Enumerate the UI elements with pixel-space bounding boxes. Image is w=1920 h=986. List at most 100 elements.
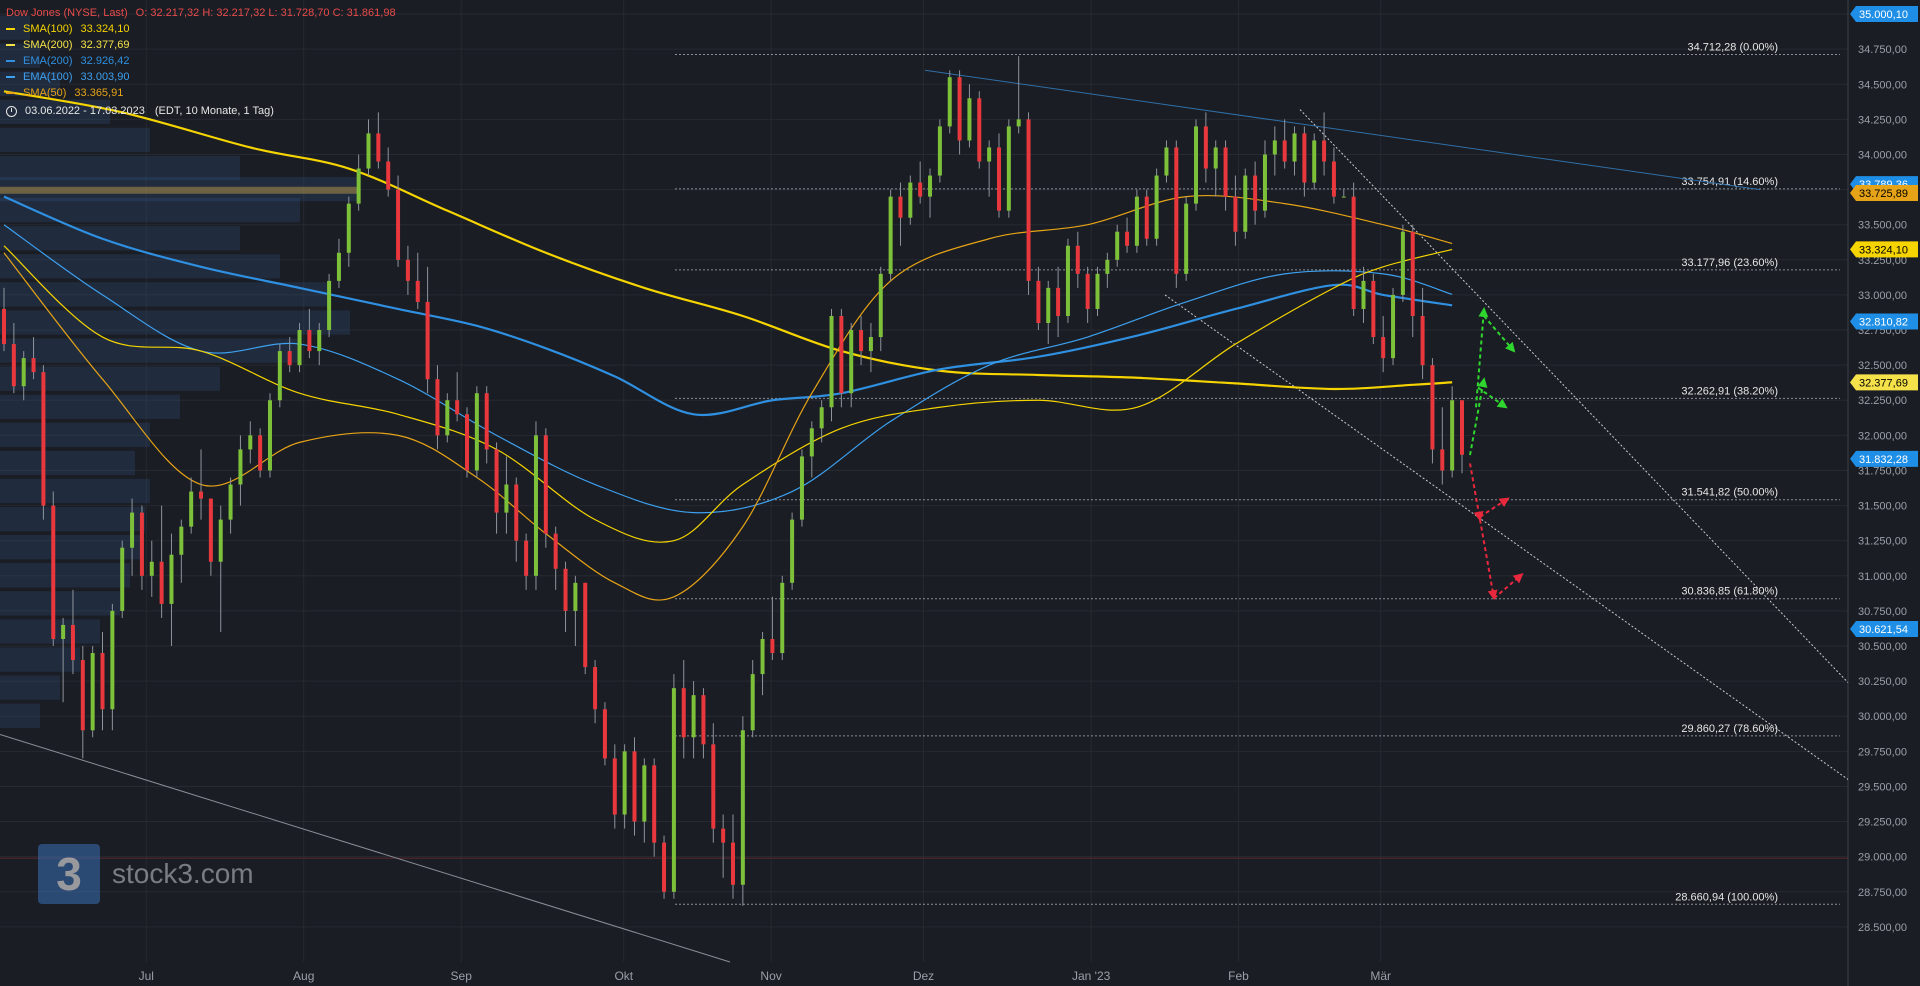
candle	[1371, 280, 1376, 338]
candle	[533, 435, 538, 576]
candle	[1203, 126, 1208, 169]
y-tick-label: 31.000,00	[1858, 571, 1907, 583]
x-tick-label: Dez	[913, 969, 934, 983]
period-detail: (EDT, 10 Monate, 1 Tag)	[154, 105, 274, 117]
candle	[21, 358, 26, 387]
channel-line-inner	[1164, 294, 1849, 780]
candle	[691, 695, 696, 738]
volume-profile-bar	[0, 338, 300, 363]
channel-line-outer	[1299, 109, 1849, 683]
y-tick-label: 33.000,00	[1858, 290, 1907, 302]
logo-mark: 3	[38, 844, 100, 904]
candle	[80, 660, 85, 731]
volume-profile-bar	[0, 155, 240, 181]
candle	[1253, 175, 1258, 211]
candle	[898, 196, 903, 218]
candle	[632, 751, 637, 822]
volume-profile-bar	[0, 226, 240, 251]
x-tick-label: Nov	[760, 969, 781, 983]
volume-profile-bar	[0, 506, 145, 532]
legend-row-sma100[interactable]: SMA(100) 33.324,10	[6, 21, 396, 37]
fibonacci-levels: 34.712,28 (0.00%) 33.754,91 (14.60%) 33.17…	[675, 41, 1840, 905]
trendline-upper	[924, 69, 1761, 191]
candle	[297, 330, 302, 366]
candle	[1331, 161, 1336, 197]
arrow-green-down-2	[1477, 386, 1508, 409]
candle	[967, 98, 972, 141]
x-tick-label: Aug	[293, 969, 314, 983]
fib-level-label: 29.860,27 (78.60%)	[1681, 723, 1778, 735]
candle	[189, 491, 194, 527]
candle	[760, 638, 765, 675]
candle	[524, 540, 529, 576]
arrow-red-down-1	[1469, 463, 1484, 522]
y-tick-label: 30.750,00	[1858, 606, 1907, 618]
legend-swatch	[6, 28, 15, 30]
y-tick-label: 30.000,00	[1858, 711, 1907, 723]
price-tag	[1850, 6, 1918, 23]
candle	[731, 842, 735, 885]
candlesticks	[2, 56, 1464, 906]
arrow-red-up-2	[1493, 573, 1524, 600]
instrument-header[interactable]: Dow Jones (NYSE, Last) O: 32.217,32 H: 3…	[6, 5, 396, 21]
candle	[110, 610, 115, 710]
stock3-logo: 3 stock3.com	[38, 844, 254, 904]
legend-row-sma50[interactable]: SMA(50) 33.365,91	[6, 85, 396, 101]
volume-profile-bar	[0, 703, 40, 728]
candle	[415, 280, 420, 302]
y-tick-label: 34.000,00	[1858, 149, 1907, 161]
indicator-line-ema200	[3, 195, 1453, 417]
candle	[662, 842, 667, 892]
candle	[612, 758, 617, 815]
candle	[1184, 203, 1189, 274]
fib-level-label: 34.712,28 (0.00%)	[1687, 41, 1778, 53]
candle	[1440, 449, 1445, 471]
legend-value: 33.324,10	[80, 23, 130, 35]
candle	[799, 456, 804, 520]
candle	[465, 414, 470, 471]
candle	[238, 449, 243, 485]
fib-level-label: 33.177,96 (23.60%)	[1681, 257, 1778, 269]
volume-profile-bar	[0, 43, 40, 68]
candle	[504, 484, 509, 513]
candle	[1016, 119, 1021, 127]
legend-label: SMA(200)	[23, 39, 73, 51]
candle	[1391, 294, 1396, 359]
candle	[1075, 245, 1080, 274]
candle	[1272, 140, 1277, 155]
candle	[455, 400, 460, 415]
legend-swatch	[6, 76, 15, 78]
candle	[336, 252, 341, 281]
candle	[563, 568, 568, 611]
indicator-line-ema100	[3, 224, 1453, 514]
candle	[1420, 315, 1425, 366]
volume-profile-bar	[0, 15, 30, 40]
candle	[70, 624, 75, 661]
candle	[1410, 231, 1415, 316]
candle	[248, 435, 253, 450]
legend-row-sma200[interactable]: SMA(200) 32.377,69	[6, 37, 396, 53]
y-tick-label: 32.250,00	[1858, 395, 1907, 407]
candle	[622, 751, 627, 815]
candle	[445, 400, 450, 436]
candle	[405, 259, 410, 281]
candle	[376, 133, 381, 162]
candle	[928, 175, 933, 197]
candle	[386, 161, 391, 190]
y-tick-label: 29.500,00	[1858, 781, 1907, 793]
candle	[317, 330, 322, 352]
price-tag-label: 30.621,54	[1859, 624, 1908, 636]
legend-value: 32.377,69	[80, 39, 130, 51]
y-tick-label: 30.250,00	[1858, 676, 1907, 688]
candle	[878, 273, 883, 338]
ohlc-values: O: 32.217,32 H: 32.217,32 L: 31.728,70 C…	[135, 7, 396, 19]
fib-level-label: 32.262,91 (38.20%)	[1681, 385, 1778, 397]
candle	[996, 147, 1001, 211]
candle	[1115, 231, 1120, 260]
candle	[1036, 280, 1041, 324]
legend-row-ema200[interactable]: EMA(200) 32.926,42	[6, 53, 396, 69]
arrow-red-down-2	[1479, 519, 1498, 601]
y-tick-label: 29.000,00	[1858, 852, 1907, 864]
legend-row-ema100[interactable]: EMA(100) 33.003,90	[6, 69, 396, 85]
